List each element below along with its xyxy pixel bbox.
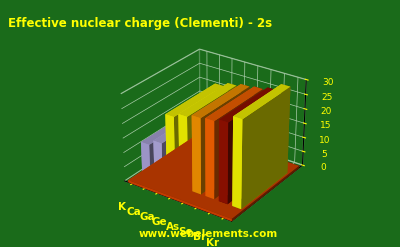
Text: www.webelements.com: www.webelements.com <box>138 229 278 239</box>
Text: Effective nuclear charge (Clementi) - 2s: Effective nuclear charge (Clementi) - 2s <box>8 17 272 30</box>
